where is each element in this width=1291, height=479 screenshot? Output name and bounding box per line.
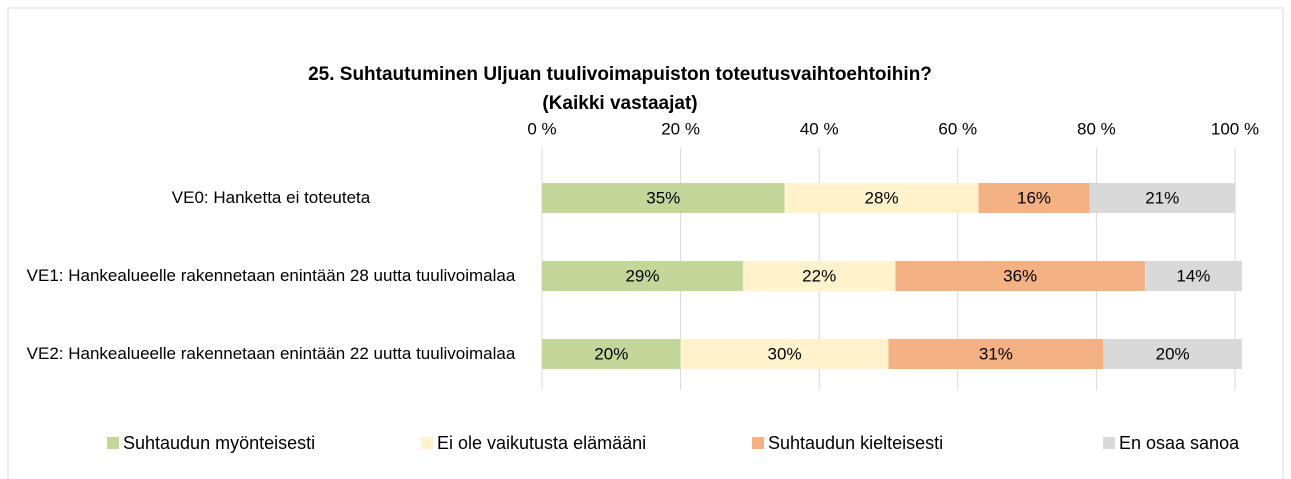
bar-segment	[1089, 183, 1235, 213]
data-label: 31%	[979, 344, 1013, 363]
bar-segment	[978, 183, 1090, 213]
x-tick-label: 0 %	[527, 119, 556, 138]
x-tick-label: 60 %	[938, 119, 977, 138]
legend-swatch	[421, 437, 433, 449]
data-label: 14%	[1176, 266, 1210, 285]
legend-swatch	[1103, 437, 1115, 449]
data-label: 28%	[865, 188, 899, 207]
bar-segment	[742, 261, 896, 291]
data-label: 30%	[768, 344, 802, 363]
chart-border	[7, 7, 1284, 479]
x-tick-label: 20 %	[661, 119, 700, 138]
category-label: VE1: Hankealueelle rakennetaan enintään …	[26, 266, 516, 285]
bar-segment	[542, 339, 681, 369]
data-label: 29%	[625, 266, 659, 285]
category-label: VE0: Hanketta ei toteuteta	[171, 188, 371, 207]
bar-segment	[1144, 261, 1242, 291]
data-label: 35%	[646, 188, 680, 207]
data-label: 20%	[594, 344, 628, 363]
chart-title: 25. Suhtautuminen Uljuan tuulivoimapuist…	[308, 64, 932, 85]
legend-label: Suhtaudun myönteisesti	[123, 433, 315, 453]
data-label: 21%	[1145, 188, 1179, 207]
legend-swatch	[752, 437, 764, 449]
legend-label: Suhtaudun kielteisesti	[768, 433, 943, 453]
legend-swatch	[107, 437, 119, 449]
bar-segment	[680, 339, 889, 369]
bar-segment	[542, 261, 743, 291]
category-label: VE2: Hankealueelle rakennetaan enintään …	[26, 344, 516, 363]
x-tick-label: 100 %	[1211, 119, 1259, 138]
bar-segment	[542, 183, 785, 213]
legend-label: Ei ole vaikutusta elämääni	[437, 433, 646, 453]
data-label: 36%	[1003, 266, 1037, 285]
data-label: 20%	[1156, 344, 1190, 363]
chart-subtitle: (Kaikki vastaajat)	[542, 93, 697, 114]
legend-label: En osaa sanoa	[1119, 433, 1240, 453]
bar-segment	[784, 183, 979, 213]
data-label: 22%	[802, 266, 836, 285]
bar-segment	[888, 339, 1104, 369]
data-label: 16%	[1017, 188, 1051, 207]
bar-segment	[895, 261, 1145, 291]
x-tick-label: 40 %	[800, 119, 839, 138]
bar-segment	[1103, 339, 1242, 369]
x-tick-label: 80 %	[1077, 119, 1116, 138]
